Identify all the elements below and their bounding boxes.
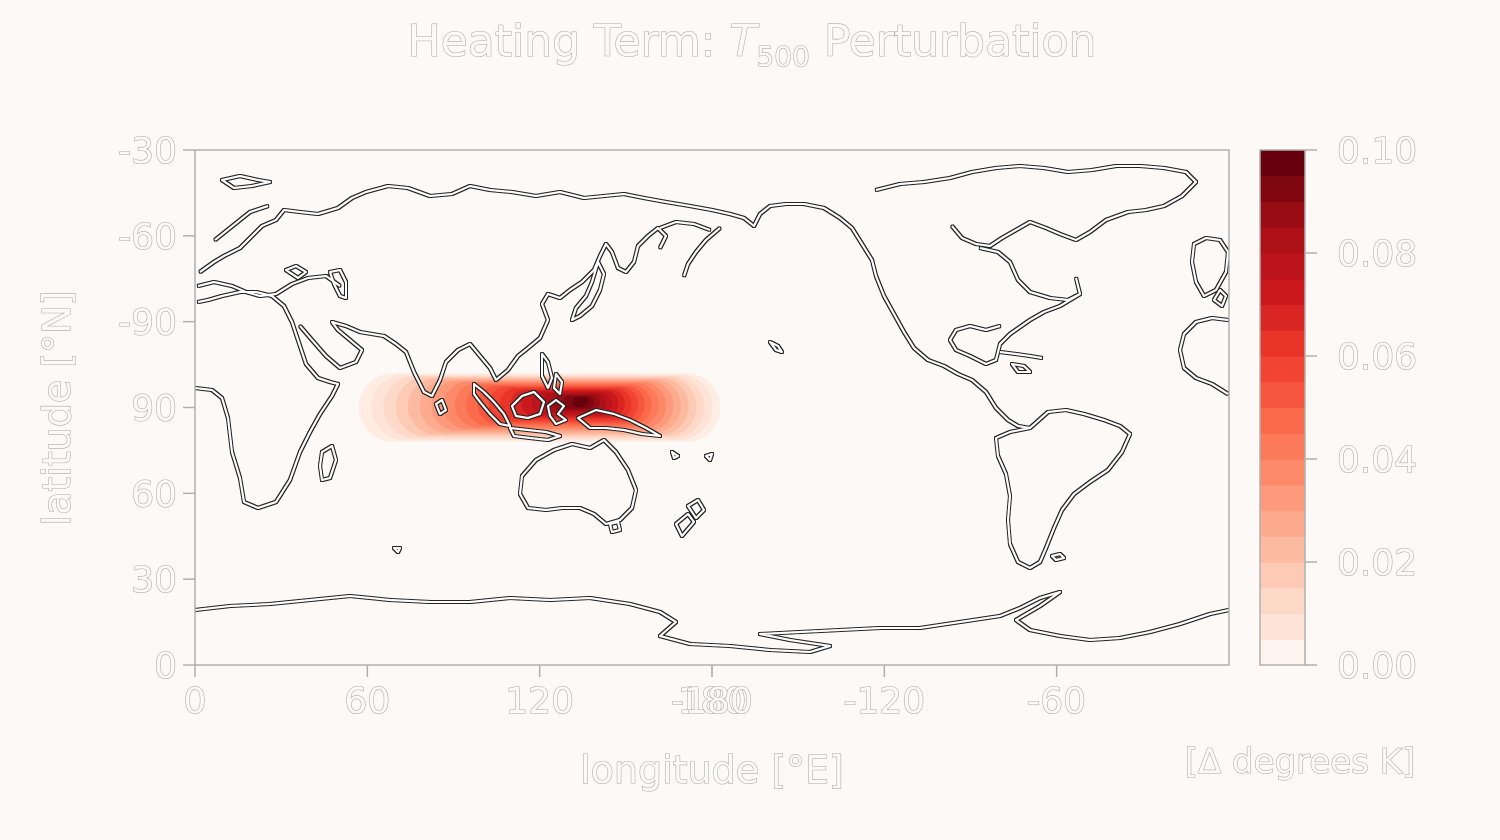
x-tick-label: 120: [505, 681, 574, 722]
coastline-madagascar: [319, 445, 337, 481]
colorbar-band: [1260, 201, 1305, 228]
colorbar-band: [1260, 484, 1305, 512]
title-variable: T: [730, 16, 760, 67]
coastline-south-america: [995, 409, 1131, 569]
coastline-antarctica: [195, 591, 1229, 653]
coastline-srilanka: [435, 399, 447, 415]
coastline-sulawesi: [547, 399, 567, 425]
coastline-caspian: [285, 265, 347, 299]
coastline-north-america: [823, 207, 1031, 429]
colorbar-band: [1260, 587, 1305, 615]
colorbar-band: [1260, 613, 1305, 640]
y-axis-label: latitude [°N]: [35, 291, 79, 526]
x-axis-ticks: 0 60 120 180-180 -120 -60: [183, 665, 1087, 723]
coastline-kamchatka: [659, 221, 711, 231]
y-tick-label: 30: [131, 560, 177, 601]
y-tick-label: 90: [131, 389, 177, 430]
coastline-sumatra: [473, 383, 511, 427]
colorbar-band: [1260, 227, 1305, 254]
y-axis-ticks: -30 -60 -90 90 60 30 0: [118, 130, 195, 688]
colorbar-band: [1260, 150, 1305, 177]
colorbar-tick-label: 0.00: [1337, 646, 1417, 687]
colorbar-band: [1260, 278, 1305, 306]
coastlines: [195, 165, 1229, 653]
colorbar-band: [1260, 253, 1305, 280]
title-separator: :: [701, 16, 730, 67]
y-tick-label: -60: [118, 217, 177, 258]
colorbar-tick-label: 0.06: [1337, 337, 1417, 378]
coastline-new-guinea: [577, 409, 661, 437]
coastline-europe-west: [1179, 289, 1229, 395]
title-main: Heating Term: [408, 16, 701, 67]
coastline-africa: [195, 291, 339, 509]
coastline-java: [509, 427, 561, 441]
colorbar-band: [1260, 356, 1305, 383]
coastline-caribbean: [999, 351, 1043, 373]
y-tick-label: -30: [118, 131, 177, 172]
colorbar-band: [1260, 459, 1305, 486]
colorbar-bands: [1260, 150, 1305, 666]
x-tick-label: -180: [671, 681, 753, 722]
colorbar-band: [1260, 433, 1305, 460]
coastline-india: [371, 333, 481, 397]
colorbar-band: [1260, 304, 1305, 331]
y-tick-label: 0: [154, 646, 177, 687]
colorbar-band: [1260, 562, 1305, 589]
coastline-hawaii: [769, 341, 783, 353]
colorbar-tick-label: 0.08: [1337, 234, 1417, 275]
colorbar-band: [1260, 381, 1305, 409]
coastline-tasmania: [609, 521, 621, 533]
chart-title: Heating Term: T500 Perturbation: [408, 16, 1097, 73]
colorbar-tick-label: 0.10: [1337, 131, 1417, 172]
y-tick-label: 60: [131, 474, 177, 515]
coastline-japan: [571, 261, 605, 321]
title-suffix: Perturbation: [810, 16, 1097, 67]
colorbar-band: [1260, 639, 1305, 666]
coastline-europe: [197, 175, 409, 297]
x-axis-label: longitude [°E]: [580, 748, 844, 792]
coastline-arabia: [299, 321, 373, 369]
colorbar-label: [Δ degrees K]: [1185, 742, 1416, 782]
contour-level-20: [572, 397, 589, 408]
y-tick-label: -90: [118, 303, 177, 344]
coastline-southeast-asia: [479, 227, 667, 381]
colorbar-band: [1260, 175, 1305, 203]
colorbar-band: [1260, 407, 1305, 434]
x-tick-label: 0: [184, 681, 207, 722]
colorbar-tick-label: 0.04: [1337, 440, 1417, 481]
colorbar-ticks: 0.10 0.08 0.06 0.04 0.02 0.00: [1305, 130, 1418, 688]
coastline-greenland: [1191, 237, 1229, 297]
colorbar-band: [1260, 330, 1305, 357]
coastline-falklands: [1051, 553, 1065, 561]
coastline-canada-north: [875, 165, 1197, 247]
colorbar: 0.10 0.08 0.06 0.04 0.02 0.00 [Δ degrees K]: [1184, 130, 1418, 782]
colorbar-frame: [1259, 149, 1306, 666]
coastline-siberia: [407, 185, 825, 277]
title-variable-subscript: 500: [756, 40, 809, 73]
x-tick-label: -120: [843, 681, 925, 722]
x-tick-label: 180: [678, 681, 747, 722]
coastline-east-us: [949, 293, 1081, 365]
colorbar-tick-label: 0.02: [1337, 543, 1417, 584]
colorbar-band: [1260, 510, 1305, 537]
coastline-borneo: [511, 391, 545, 419]
coastline-pacific-islets: [393, 451, 713, 553]
x-tick-label: 60: [344, 681, 390, 722]
coastline-new-zealand: [675, 499, 705, 537]
colorbar-band: [1260, 536, 1305, 563]
coastline-philippines: [541, 353, 563, 395]
coastline-australia: [519, 439, 637, 525]
map-plot-area: 0 60 120 180-180 -120 -60 -30 -60 -90 90 60 30 0: [118, 130, 1230, 723]
x-tick-label: -60: [1027, 681, 1086, 722]
